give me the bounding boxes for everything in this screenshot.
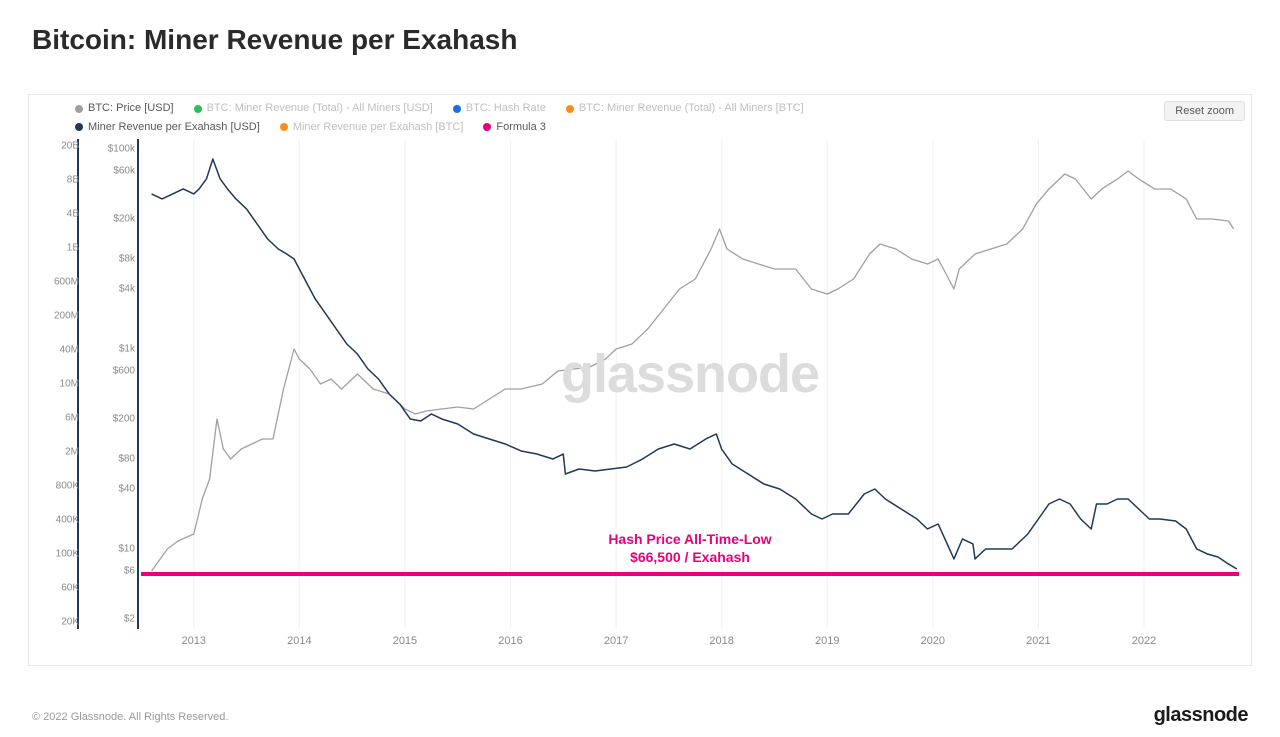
y2-tick-label: $80	[118, 454, 135, 465]
y2-tick-label: $2	[124, 614, 135, 625]
x-tick-label: 2022	[1132, 635, 1156, 647]
x-tick-label: 2016	[498, 635, 522, 647]
x-tick-label: 2014	[287, 635, 311, 647]
y1-tick-label: 60K	[61, 582, 79, 593]
legend-label: BTC: Miner Revenue (Total) - All Miners …	[579, 101, 804, 116]
legend-dot	[75, 123, 83, 131]
y2-tick-label: $1k	[119, 344, 135, 355]
y2-tick-label: $200	[113, 414, 135, 425]
y2-tick-label: $10	[118, 544, 135, 555]
y1-tick-label: 800K	[56, 480, 79, 491]
footer-copyright: © 2022 Glassnode. All Rights Reserved.	[32, 711, 228, 723]
annotation-line1: Hash Price All-Time-Low	[608, 531, 771, 549]
page-title: Bitcoin: Miner Revenue per Exahash	[0, 0, 1280, 70]
chart-container: BTC: Price [USD] BTC: Miner Revenue (Tota…	[28, 94, 1252, 666]
legend-item[interactable]: BTC: Miner Revenue (Total) - All Miners …	[194, 101, 433, 116]
plot-area: glassnode Hash Price All-Time-Low $66,50…	[141, 139, 1239, 629]
legend-item[interactable]: BTC: Hash Rate	[453, 101, 546, 116]
legend-item[interactable]: Formula 3	[483, 120, 546, 135]
y-axis-bar-inner	[137, 139, 139, 629]
y1-tick-label: 6M	[65, 412, 79, 423]
y1-tick-label: 200M	[54, 311, 79, 322]
legend-label: Miner Revenue per Exahash [BTC]	[293, 120, 464, 135]
x-tick-label: 2021	[1026, 635, 1050, 647]
legend-dot	[75, 105, 83, 113]
y2-tick-label: $40	[118, 484, 135, 495]
y1-tick-label: 600M	[54, 277, 79, 288]
y1-tick-label: 4B	[67, 209, 79, 220]
y2-tick-label: $60k	[113, 165, 135, 176]
x-tick-label: 2015	[393, 635, 417, 647]
y2-tick-label: $20k	[113, 214, 135, 225]
y1-tick-label: 400K	[56, 514, 79, 525]
y2-tick-label: $600	[113, 366, 135, 377]
legend-dot	[453, 105, 461, 113]
brand-logo: glassnode	[1154, 704, 1248, 727]
y1-tick-label: 1B	[67, 243, 79, 254]
x-tick-label: 2017	[604, 635, 628, 647]
legend-dot	[194, 105, 202, 113]
y2-tick-label: $4k	[119, 284, 135, 295]
y2-tick-label: $100k	[108, 144, 135, 155]
legend-item[interactable]: BTC: Price [USD]	[75, 101, 174, 116]
legend-item[interactable]: BTC: Miner Revenue (Total) - All Miners …	[566, 101, 804, 116]
y1-tick-label: 20B	[61, 141, 79, 152]
y1-tick-label: 100K	[56, 548, 79, 559]
x-axis: 2013 2014 2015 2016 2017 2018 2019 2020 2021 2022	[141, 635, 1239, 651]
y1-tick-label: 10M	[60, 379, 79, 390]
y1-tick-label: 8B	[67, 175, 79, 186]
legend-item[interactable]: Miner Revenue per Exahash [USD]	[75, 120, 260, 135]
y2-tick-label: $8k	[119, 254, 135, 265]
legend: BTC: Price [USD] BTC: Miner Revenue (Tota…	[75, 101, 1151, 136]
annotation-line2: $66,500 / Exahash	[608, 549, 771, 567]
y1-tick-label: 2M	[65, 446, 79, 457]
y-axis-left-outer: 20K 60K 100K 400K 800K 2M 6M 10M 40M 200M 600M 1B 4B…	[39, 139, 79, 629]
x-tick-label: 2019	[815, 635, 839, 647]
x-tick-label: 2020	[921, 635, 945, 647]
legend-label: BTC: Price [USD]	[88, 101, 174, 116]
legend-label: BTC: Miner Revenue (Total) - All Miners …	[207, 101, 433, 116]
y-axis-left-inner: $2 $6 $10 $40 $80 $200 $600 $1k $4k $8k $20k $60k $1…	[87, 139, 135, 629]
legend-item[interactable]: Miner Revenue per Exahash [BTC]	[280, 120, 464, 135]
legend-label: Miner Revenue per Exahash [USD]	[88, 120, 260, 135]
legend-dot	[280, 123, 288, 131]
y2-tick-label: $6	[124, 566, 135, 577]
y1-tick-label: 40M	[60, 345, 79, 356]
reset-zoom-button[interactable]: Reset zoom	[1164, 101, 1245, 121]
x-tick-label: 2018	[709, 635, 733, 647]
y1-tick-label: 20K	[61, 616, 79, 627]
legend-label: Formula 3	[496, 120, 546, 135]
legend-label: BTC: Hash Rate	[466, 101, 546, 116]
annotation-label: Hash Price All-Time-Low $66,500 / Exahas…	[608, 531, 771, 566]
x-tick-label: 2013	[182, 635, 206, 647]
legend-dot	[483, 123, 491, 131]
legend-dot	[566, 105, 574, 113]
